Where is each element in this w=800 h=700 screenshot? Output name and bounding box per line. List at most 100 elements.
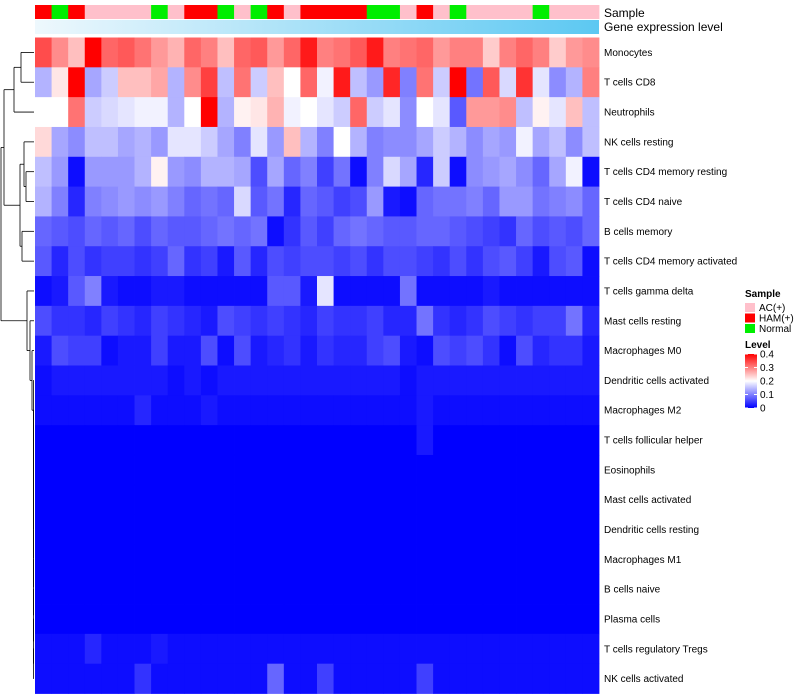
heatmap-cell [35,514,52,545]
heatmap-cell [300,276,318,307]
heatmap-cell [333,97,351,128]
heatmap-cell [200,126,218,158]
heatmap-cell [117,186,135,217]
heatmap-cell [68,305,86,337]
heatmap-cell [84,305,102,337]
heatmap-cell [399,216,417,247]
heatmap-cell [433,305,451,337]
heatmap-cell [466,246,484,277]
heatmap-cell [383,484,401,515]
heatmap-cell [217,425,235,456]
heatmap-cell [151,67,169,98]
heatmap-cell [433,514,451,545]
heatmap-cell [134,633,152,665]
sample-legend-swatch [745,313,755,323]
sample-annotation-cell [549,5,567,19]
heatmap-cell [101,67,119,98]
heatmap-cell [350,156,368,187]
heatmap-cell [51,633,69,665]
heatmap-cell [516,604,534,635]
heatmap-cell [184,395,202,426]
heatmap-cell [35,126,52,158]
heatmap-cell [449,276,467,307]
heatmap-cell [565,484,583,515]
heatmap-cell [433,544,451,575]
heatmap-cell [101,484,119,515]
heatmap-cell [399,186,417,217]
heatmap-cell [433,37,451,68]
heatmap-cell [35,276,52,307]
heatmap-cell [200,276,218,307]
heatmap-cell [366,67,384,98]
heatmap-cell [200,37,218,68]
sample-annotation-cell [499,5,517,19]
heatmap-cell [151,37,169,68]
heatmap-cell [68,544,86,575]
heatmap-cell [350,276,368,307]
heatmap-cell [516,276,534,307]
heatmap-cell [499,126,517,158]
heatmap-cell [51,663,69,694]
heatmap-cell [582,365,600,396]
heatmap-cell [366,395,384,426]
heatmap-cell [151,544,169,575]
heatmap-cell [217,484,235,515]
heatmap-cell [250,454,268,486]
heatmap-cell [234,305,252,337]
heatmap-cell [433,484,451,515]
heatmap-cell [68,484,86,515]
heatmap-cell [35,246,52,277]
heatmap-cell [200,663,218,694]
heatmap-cell [134,604,152,635]
heatmap-cell [317,604,334,635]
heatmap-cell [117,454,135,486]
row-label: Plasma cells [604,614,660,625]
row-label: Dendritic cells resting [604,525,699,536]
heatmap-cell [35,186,52,217]
heatmap-cell [433,276,451,307]
heatmap-cell [482,126,500,158]
sample-annotation-cell [151,5,169,19]
heatmap-cell [250,276,268,307]
heatmap-cell [416,365,434,396]
heatmap-cell [416,37,434,68]
heatmap-cell [383,365,401,396]
heatmap-cell [416,156,434,187]
heatmap-cell [350,365,368,396]
heatmap-cell [84,454,102,486]
heatmap-cell [184,97,202,128]
sample-annotation-cell [516,5,534,19]
heatmap-cell [283,305,301,337]
row-dendrogram [0,52,34,679]
heatmap-cell [482,604,500,635]
heatmap-cell [399,276,417,307]
heatmap-cell [549,365,567,396]
heatmap-cell [117,276,135,307]
heatmap-cell [117,216,135,247]
heatmap-cell [565,574,583,605]
heatmap-cell [134,276,152,307]
heatmap-cell [300,663,318,694]
heatmap-cell [283,604,301,635]
heatmap-cell [399,67,417,98]
heatmap-cell [200,425,218,456]
heatmap-cell [184,514,202,545]
heatmap-cell [84,574,102,605]
level-tick-label: 0.4 [760,350,774,361]
heatmap-cell [399,365,417,396]
heatmap-cell [350,126,368,158]
heatmap-cell [366,604,384,635]
heatmap-cell [283,484,301,515]
heatmap-cell [200,484,218,515]
heatmap-cell [333,186,351,217]
row-label: Monocytes [604,48,652,59]
heatmap-cell [184,454,202,486]
sample-annotation-cell [84,5,102,19]
heatmap-cell [234,216,252,247]
heatmap-cell [101,156,119,187]
heatmap-cell [68,97,86,128]
heatmap-cell [516,633,534,665]
heatmap-cell [350,633,368,665]
row-label: Macrophages M1 [604,555,682,566]
